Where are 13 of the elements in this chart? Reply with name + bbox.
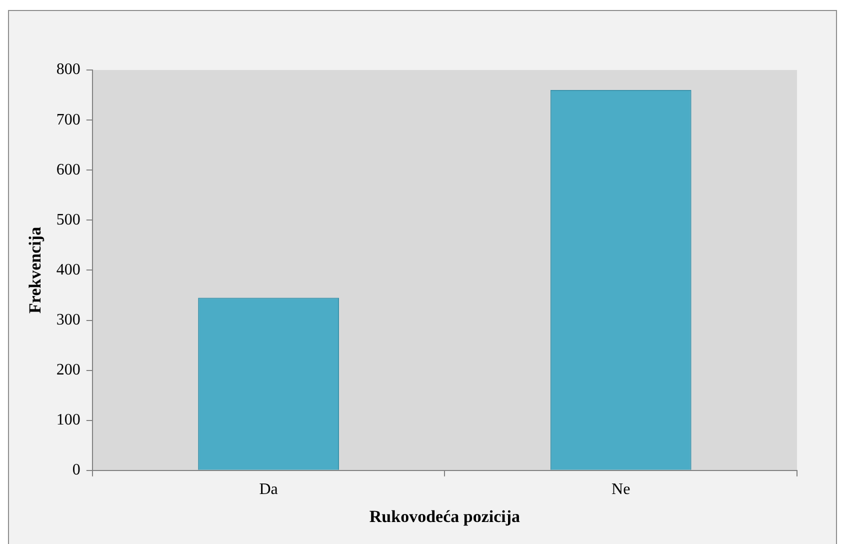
x-tick-label: Ne (612, 481, 630, 498)
y-tick-label: 700 (56, 111, 80, 128)
y-axis-title: Frekvencija (26, 226, 45, 314)
y-tick-label: 600 (56, 161, 80, 178)
y-tick-label: 500 (56, 211, 80, 228)
y-tick-label: 100 (56, 412, 80, 429)
y-tick-label: 200 (56, 362, 80, 379)
y-tick-label: 0 (72, 462, 80, 479)
y-tick-label: 300 (56, 311, 80, 328)
y-tick-label: 400 (56, 261, 80, 278)
x-tick-label: Da (259, 481, 278, 498)
x-axis-title: Rukovodeća pozicija (369, 507, 521, 526)
y-tick-label: 800 (56, 61, 80, 78)
